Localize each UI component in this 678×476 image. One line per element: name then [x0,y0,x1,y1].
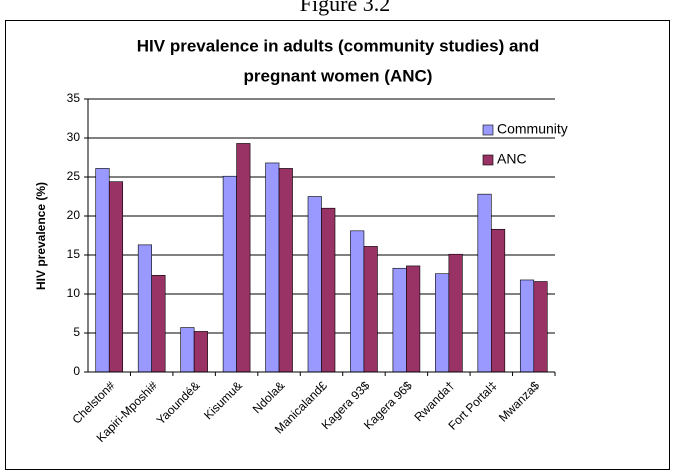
y-tick-label: 0 [73,364,80,378]
y-axis-label: HIV prevalence (%) [34,182,48,290]
bar [307,196,322,373]
bar [392,267,407,373]
bar [477,193,492,373]
bar [108,181,124,373]
chart-title: pregnant women (ANC) [244,66,433,85]
legend-swatch [482,154,494,166]
bar [533,281,548,373]
bar [363,246,378,373]
y-tick-label: 5 [73,325,80,339]
bar [435,273,450,373]
figure-label: Figure 3.2 [300,0,390,16]
legend-label: Community [497,121,568,137]
bar [265,162,280,373]
chart-title: HIV prevalence in adults (community stud… [137,36,539,55]
bar [350,230,365,373]
bar [193,331,208,373]
y-tick-label: 30 [67,130,81,144]
bar [321,207,336,373]
y-tick-label: 35 [67,91,81,105]
y-tick-label: 20 [67,208,81,222]
bar [151,274,166,373]
legend-label: ANC [497,151,527,167]
bar [222,175,237,373]
y-tick-label: 15 [67,247,81,261]
bar [406,265,421,373]
bar [491,228,506,373]
bar [137,244,152,373]
legend-swatch [482,124,494,136]
y-tick-label: 10 [67,286,81,300]
bar [278,168,293,373]
y-tick-label: 25 [67,169,81,183]
bar [448,253,463,373]
bar [95,168,110,373]
bar [180,327,195,373]
bar [519,279,535,373]
bar [236,143,251,373]
